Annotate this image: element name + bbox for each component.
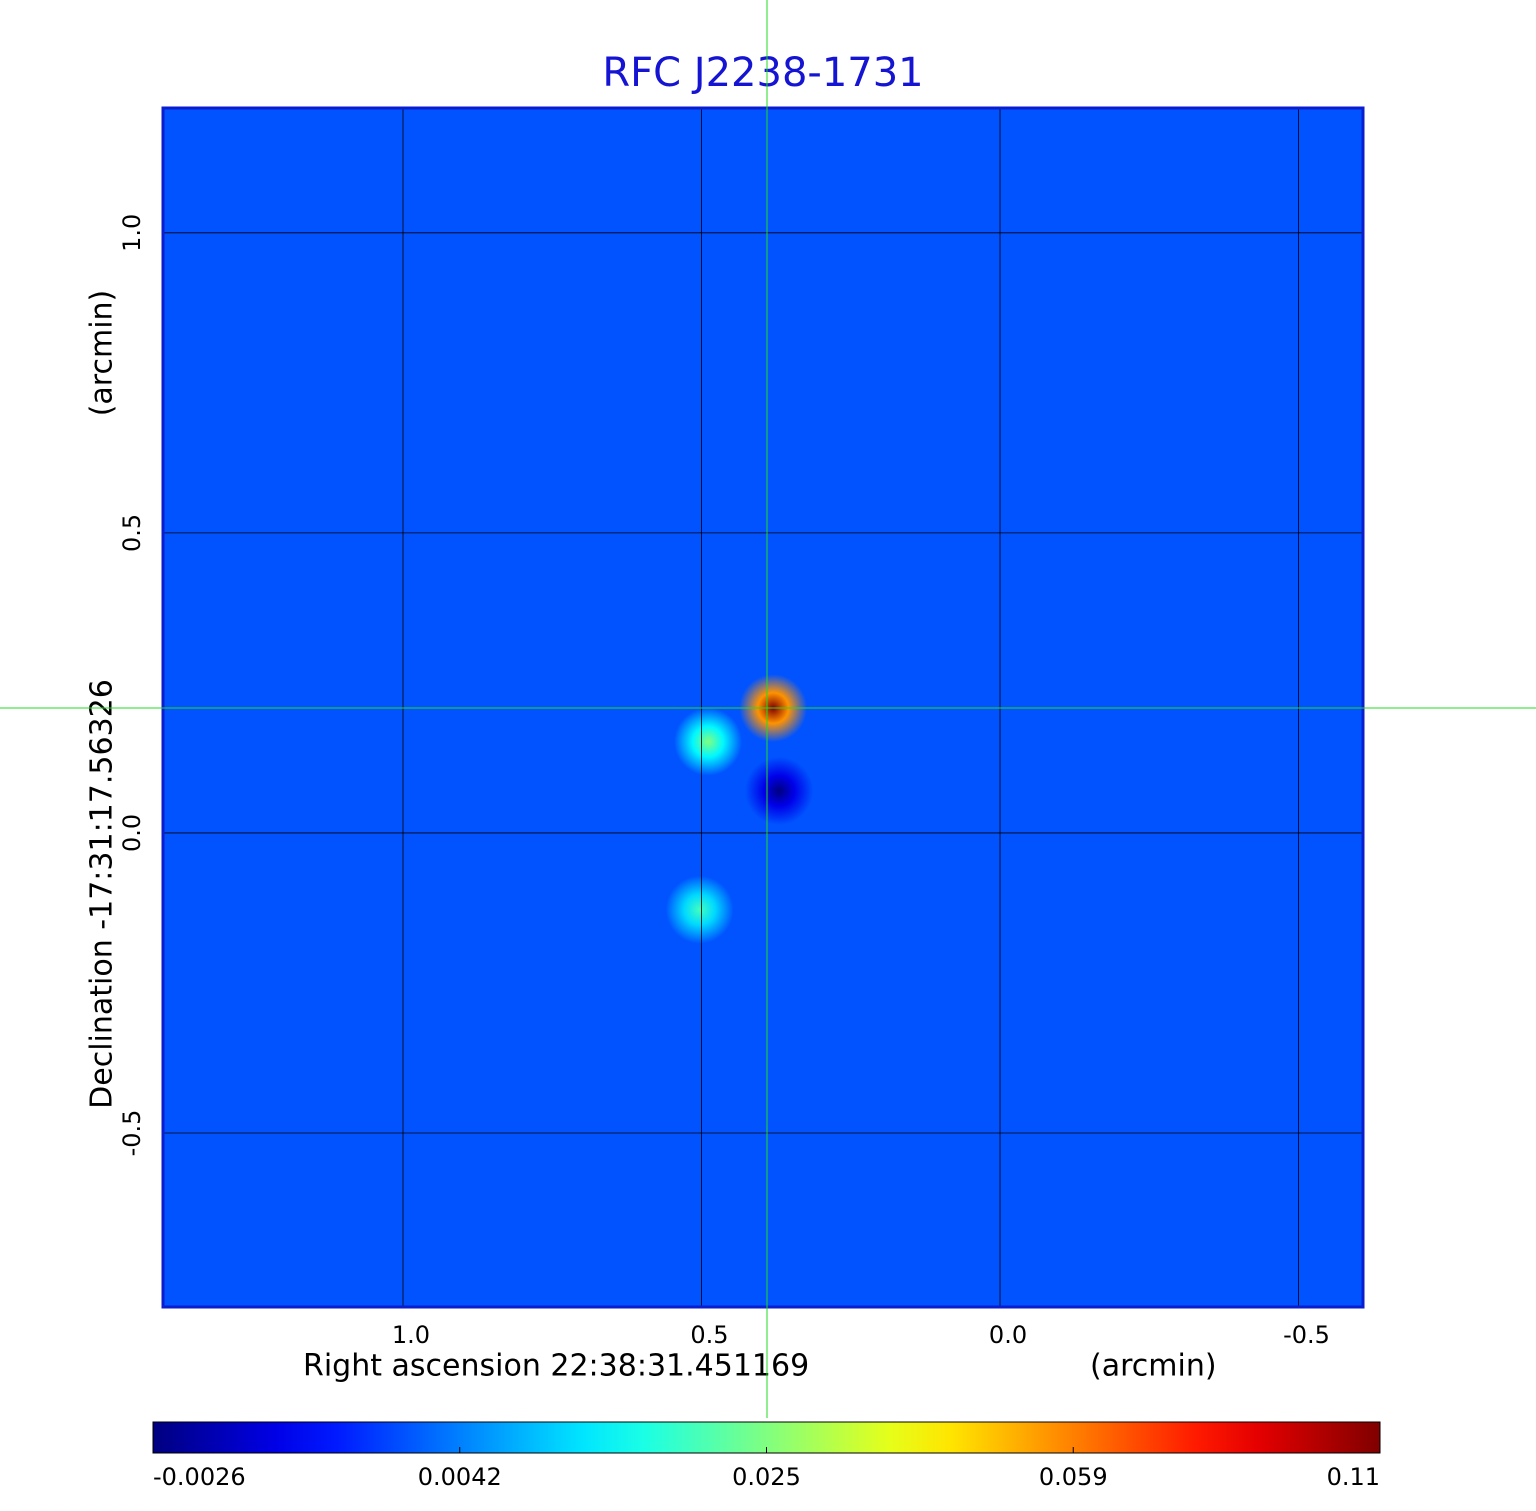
- y-tick-label: 0.5: [118, 514, 146, 552]
- y-tick-label: -0.5: [118, 1110, 146, 1157]
- x-tick-label: 1.0: [392, 1321, 430, 1349]
- x-axis-unit: (arcmin): [1090, 1349, 1217, 1384]
- colorbar-tick-label: 0.025: [732, 1463, 801, 1491]
- x-tick-label: 0.0: [989, 1321, 1027, 1349]
- source: [745, 756, 814, 825]
- colorbar-tick-label: 0.11: [1327, 1463, 1380, 1491]
- x-tick-label: 0.5: [690, 1321, 728, 1349]
- x-tick-label: -0.5: [1283, 1321, 1330, 1349]
- colorbar-tick-label: 0.0042: [418, 1463, 502, 1491]
- colorbar-tick-label: 0.059: [1039, 1463, 1108, 1491]
- colorbar: -0.0026 0.0042 0.025 0.059 0.11: [152, 1421, 1381, 1491]
- colorbar-tick-label: -0.0026: [153, 1463, 246, 1491]
- x-axis-label: Right ascension 22:38:31.451169: [303, 1349, 809, 1384]
- source: [665, 875, 734, 944]
- source: [674, 707, 743, 776]
- y-tick-label: 0.0: [118, 814, 146, 852]
- y-axis-label: Declination -17:31:17.56326: [85, 679, 120, 1109]
- y-tick-label: 1.0: [118, 214, 146, 252]
- chart-title: RFC J2238-1731: [602, 50, 923, 96]
- y-axis-unit: (arcmin): [85, 290, 120, 417]
